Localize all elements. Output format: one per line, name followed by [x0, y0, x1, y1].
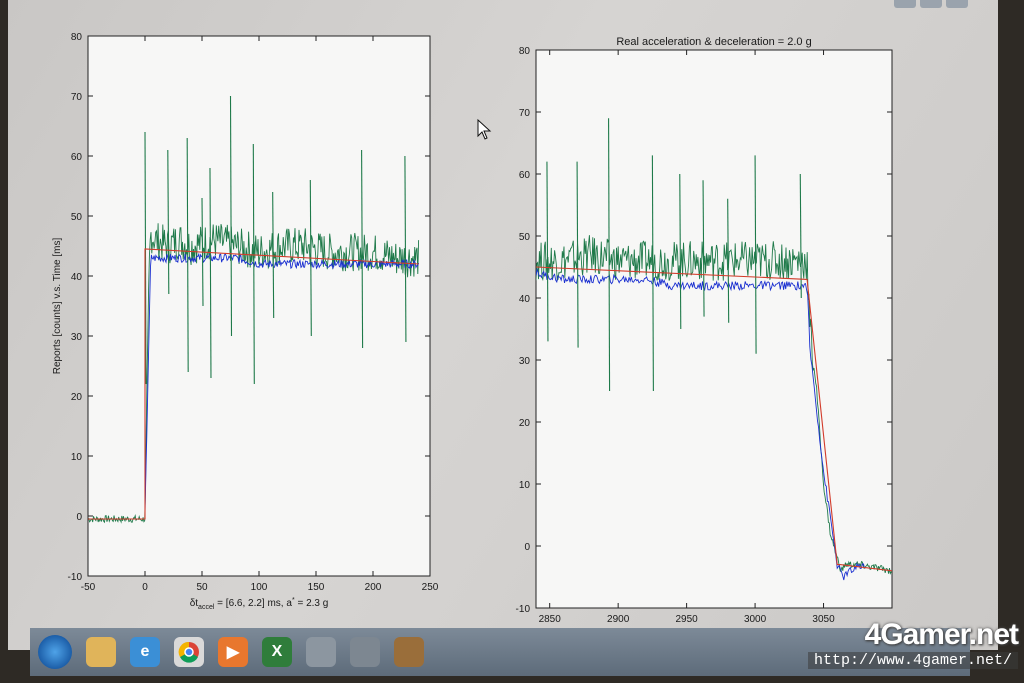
y-tick-label: 40	[519, 294, 531, 305]
x-tick-label: 200	[365, 582, 382, 593]
spike-mark	[209, 167, 212, 379]
spike-mark	[727, 198, 730, 323]
x-tick-label: 100	[251, 582, 268, 593]
x-tick-label: 2850	[539, 614, 562, 625]
watermark: 4Gamer.net http://www.4gamer.net/	[807, 618, 1019, 669]
y-tick-label: 10	[519, 480, 531, 491]
y-tick-label: 10	[71, 452, 83, 463]
spike-mark	[272, 191, 275, 319]
y-tick-label: 70	[71, 92, 83, 103]
y-tick-label: 0	[524, 542, 530, 553]
y-tick-label: 0	[76, 512, 82, 523]
plot-area	[87, 35, 431, 577]
chart-1: -10 0 10 20 30 40 50 60 70 80 -50 0 50 100 150 200 250 Re…	[52, 32, 439, 611]
chrome-icon[interactable]	[174, 637, 204, 667]
spike-mark	[361, 149, 364, 349]
x-tick-label: 2950	[675, 614, 698, 625]
spike-mark	[252, 143, 255, 385]
x-tick-label: 50	[196, 582, 208, 593]
plot-lines	[88, 95, 420, 524]
y-tick-label: 50	[519, 232, 531, 243]
y-tick-label: 30	[71, 332, 83, 343]
window-controls	[894, 0, 968, 8]
y-tick-label: 80	[71, 32, 83, 43]
plot-area	[535, 49, 893, 609]
spike-mark	[608, 118, 611, 392]
series-red	[88, 248, 419, 520]
chart-2: -10 0 10 20 30 40 50 60 70 80 2850 2900 2950 3000 3050…	[516, 36, 893, 643]
watermark-logo: 4Gamer.net	[864, 618, 1019, 651]
series-blue	[536, 267, 866, 581]
spike-mark	[754, 155, 757, 354]
excel-icon[interactable]: X	[262, 637, 292, 667]
file-explorer-icon[interactable]	[86, 637, 116, 667]
internet-explorer-icon[interactable]: e	[130, 637, 160, 667]
x-tick-label: 150	[308, 582, 325, 593]
x-tick-label: 3050	[812, 614, 835, 625]
x-tick-label: 3000	[744, 614, 767, 625]
watermark-url: http://www.4gamer.net/	[807, 652, 1018, 669]
y-tick-label: 60	[71, 152, 83, 163]
y-axis-label: Reports [counts] v.s. Time [ms]	[52, 238, 63, 375]
y-tick-label: 30	[519, 356, 531, 367]
minimize-button[interactable]	[894, 0, 916, 8]
x-tick-label: 250	[422, 582, 439, 593]
app-icon[interactable]	[306, 637, 336, 667]
spike-mark	[679, 173, 682, 330]
spike-mark	[651, 155, 654, 392]
y-tick-label: 50	[71, 212, 83, 223]
spike-mark	[546, 161, 549, 342]
series-blue	[144, 252, 420, 514]
y-tick-label: -10	[68, 572, 83, 583]
spike-mark	[799, 173, 802, 299]
y-tick-label: 20	[519, 418, 531, 429]
spike-mark	[576, 161, 579, 348]
x-axis-label: δtaccel = [6.6, 2.2] ms, a* = 2.3 g	[190, 597, 329, 611]
spike-mark	[167, 149, 170, 295]
y-tick-label: 40	[71, 272, 83, 283]
x-tick-label: 2900	[607, 614, 630, 625]
y-tick-label: 70	[519, 108, 531, 119]
screen: -10 0 10 20 30 40 50 60 70 80 -50 0 50 100 150 200 250 Re…	[8, 0, 998, 650]
chart-title: Real acceleration & deceleration = 2.0 g	[616, 36, 811, 48]
y-tick-label: 80	[519, 46, 531, 57]
y-tick-label: 20	[71, 392, 83, 403]
windows-start-icon[interactable]	[38, 635, 72, 669]
close-button[interactable]	[946, 0, 968, 8]
x-tick-label: 0	[142, 582, 148, 593]
maximize-button[interactable]	[920, 0, 942, 8]
spike-mark	[229, 95, 233, 337]
x-tick-label: -50	[81, 582, 96, 593]
mouse-cursor-icon	[477, 118, 492, 140]
y-tick-label: -10	[516, 604, 531, 615]
y-tick-label: 60	[519, 170, 531, 181]
app-icon[interactable]	[394, 637, 424, 667]
app-icon[interactable]	[350, 637, 380, 667]
plot-lines	[536, 118, 892, 581]
series-green-noise	[536, 235, 892, 575]
series-red	[536, 266, 892, 572]
spike-mark	[702, 180, 705, 317]
spike-mark	[186, 137, 189, 373]
spike-mark	[404, 155, 407, 343]
media-player-icon[interactable]: ▶	[218, 637, 248, 667]
